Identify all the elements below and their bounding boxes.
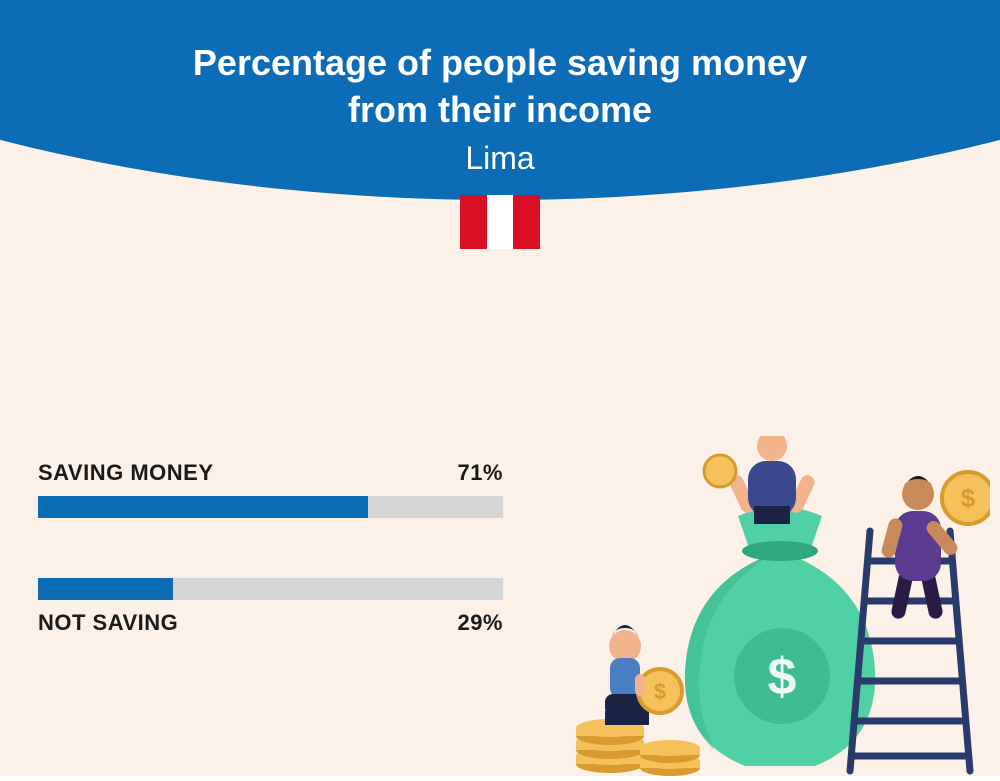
flag-stripe-center [487,195,514,249]
savings-illustration-svg: $ $ [550,436,990,776]
coin-stack-mid-icon [640,740,700,776]
ladder-person-icon: $ [880,472,990,620]
stat-label: NOT SAVING [38,610,178,636]
bar-track [38,496,503,518]
stat-row: SAVING MONEY 71% [38,460,503,518]
savings-illustration: $ $ [550,436,990,776]
bar-track [38,578,503,600]
stat-header: SAVING MONEY 71% [38,460,503,486]
svg-text:$: $ [961,483,976,513]
title-line-2: from their income [0,87,1000,134]
stat-header: NOT SAVING 29% [38,610,503,636]
stats-panel: SAVING MONEY 71% NOT SAVING 29% [38,460,503,696]
infographic-canvas: Percentage of people saving money from t… [0,0,1000,776]
bar-fill [38,496,368,518]
sitting-person-icon: $ [605,625,682,725]
top-person-icon [704,436,817,524]
coin-stack-left-icon [576,719,644,773]
title-line-1: Percentage of people saving money [0,40,1000,87]
stat-percent: 29% [457,610,503,636]
stat-label: SAVING MONEY [38,460,214,486]
svg-text:$: $ [654,679,666,704]
bar-fill [38,578,173,600]
subtitle-city: Lima [0,140,1000,177]
flag-stripe-left [460,195,487,249]
header-content: Percentage of people saving money from t… [0,40,1000,254]
peru-flag-icon [460,195,540,249]
stat-percent: 71% [457,460,503,486]
svg-text:$: $ [768,648,797,706]
stat-row: NOT SAVING 29% [38,578,503,636]
flag-stripe-right [513,195,540,249]
money-bag-icon: $ [685,507,875,766]
